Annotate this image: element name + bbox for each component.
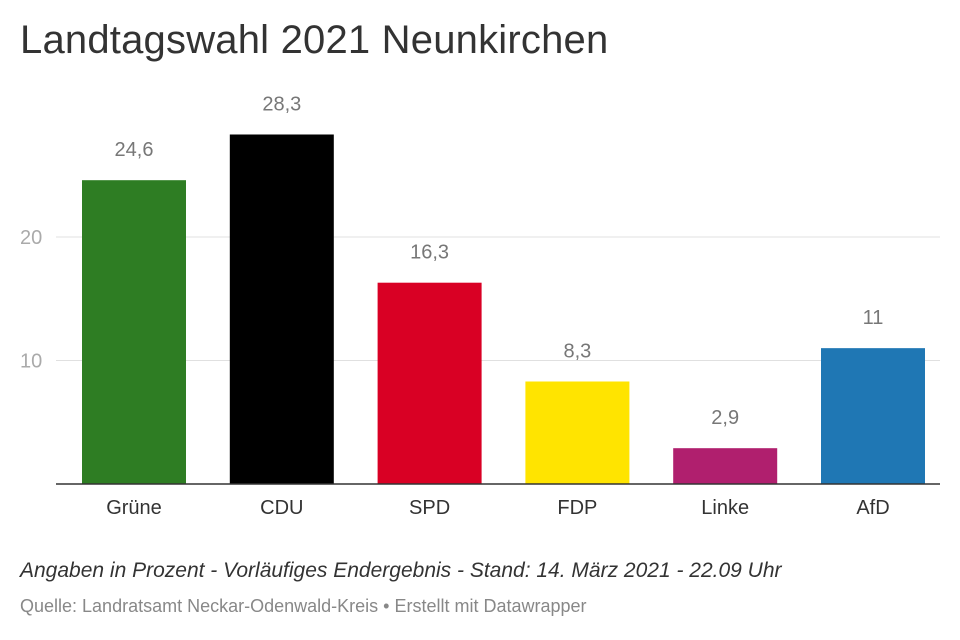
- category-label: Linke: [701, 497, 749, 519]
- value-labels: 24,6 28,3 16,3 8,3 2,9 11: [115, 93, 884, 429]
- value-label: 11: [863, 307, 884, 329]
- bar-spd: [377, 282, 482, 484]
- category-label: AfD: [856, 497, 889, 519]
- category-label: SPD: [409, 497, 450, 519]
- bar-grüne: [82, 180, 186, 484]
- value-label: 28,3: [262, 93, 301, 115]
- grid-lines: 10 20: [20, 227, 940, 373]
- chart-source: Quelle: Landratsamt Neckar-Odenwald-Krei…: [20, 596, 587, 616]
- y-tick-label: 10: [20, 351, 42, 373]
- value-label: 16,3: [410, 242, 449, 264]
- bars: [82, 134, 925, 484]
- value-label: 8,3: [563, 340, 591, 362]
- category-labels: Grüne CDU SPD FDP Linke AfD: [106, 497, 889, 519]
- bar-cdu: [229, 134, 334, 484]
- category-label: CDU: [260, 497, 303, 519]
- bar-chart: 10 20 24,6 28,3 16,3 8,3 2,9 11 Grüne CDU SPD FDP…: [20, 93, 940, 519]
- bar-fdp: [525, 381, 630, 484]
- bar-linke: [673, 448, 778, 484]
- category-label: FDP: [557, 497, 597, 519]
- value-label: 24,6: [115, 139, 154, 161]
- bar-afd: [821, 348, 925, 484]
- chart-note: Angaben in Prozent - Vorläufiges Enderge…: [20, 559, 782, 582]
- category-label: Grüne: [106, 497, 162, 519]
- chart-title: Landtagswahl 2021 Neunkirchen: [20, 18, 609, 62]
- value-label: 2,9: [711, 407, 739, 429]
- y-tick-label: 20: [20, 227, 42, 249]
